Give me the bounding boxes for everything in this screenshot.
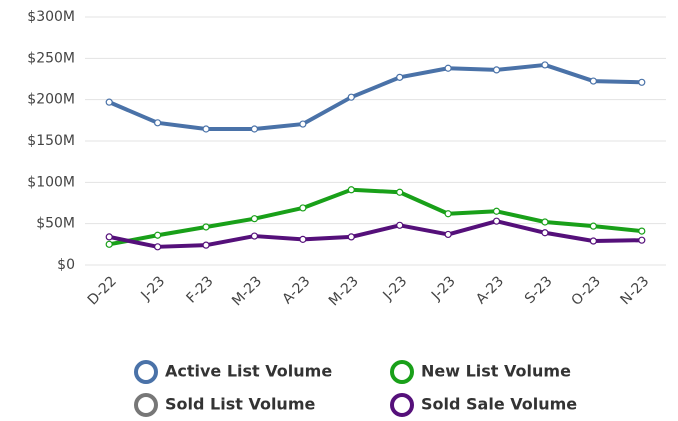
x-tick-label: M-23 (326, 273, 362, 309)
data-point (299, 120, 307, 128)
y-tick-label: $100M (27, 174, 75, 190)
data-point (250, 232, 259, 240)
series-line (108, 219, 642, 249)
series-line (108, 62, 642, 132)
data-point (347, 233, 355, 241)
data-point (589, 237, 597, 245)
data-point (444, 64, 452, 72)
data-point (541, 229, 549, 237)
data-point (154, 119, 162, 127)
data-point (492, 217, 501, 225)
data-point (347, 93, 355, 101)
y-tick-label: $50M (36, 216, 75, 232)
data-point (589, 77, 597, 85)
y-tick-label: $300M (27, 9, 75, 25)
data-point (589, 222, 597, 230)
series-line (108, 187, 642, 247)
y-tick-label: $150M (27, 133, 75, 149)
data-point (492, 207, 501, 215)
data-point (105, 98, 113, 106)
data-point (444, 230, 452, 239)
legend-label: Sold Sale Volume (421, 395, 577, 414)
x-tick-label: A-23 (279, 273, 313, 307)
data-point (541, 218, 549, 226)
legend-label: New List Volume (421, 362, 571, 381)
data-point (396, 73, 404, 81)
x-tick-label: J-23 (380, 273, 411, 304)
x-tick-label: S-23 (522, 273, 556, 307)
legend-label: Sold List Volume (165, 395, 315, 414)
data-point (202, 241, 210, 249)
y-tick-label: $0 (57, 257, 75, 273)
data-point (492, 66, 501, 74)
data-point (638, 78, 646, 86)
data-point (105, 240, 113, 248)
data-point (347, 186, 355, 194)
x-tick-label: J-23 (428, 273, 459, 304)
x-tick-label: A-23 (473, 273, 507, 307)
x-tick-label: M-23 (229, 273, 265, 309)
x-tick-label: J-23 (138, 273, 169, 304)
data-point (396, 188, 404, 196)
data-point (638, 227, 646, 235)
data-point (638, 236, 646, 244)
y-tick-label: $250M (27, 50, 75, 66)
data-point (154, 231, 162, 239)
data-point (250, 125, 259, 133)
data-point (541, 61, 549, 69)
legend-marker (134, 393, 158, 417)
x-tick-label: D-22 (85, 273, 120, 308)
data-point (154, 243, 162, 251)
x-tick-label: N-23 (618, 273, 653, 308)
data-point (250, 215, 259, 223)
legend-marker (390, 360, 414, 384)
legend-label: Active List Volume (165, 362, 332, 381)
legend-marker (134, 360, 158, 384)
legend-marker (390, 393, 414, 417)
y-tick-label: $200M (27, 92, 75, 108)
data-point (299, 204, 307, 212)
data-point (444, 210, 452, 218)
data-point (299, 235, 307, 243)
x-tick-label: F-23 (184, 273, 217, 306)
data-point (396, 221, 404, 229)
data-point (202, 125, 210, 133)
data-point (105, 233, 113, 241)
x-tick-label: O-23 (568, 273, 604, 309)
data-point (202, 223, 210, 231)
